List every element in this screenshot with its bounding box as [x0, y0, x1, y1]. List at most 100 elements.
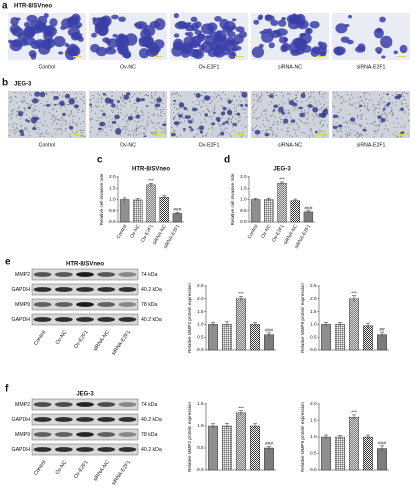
y-tick-label: 0.5: [197, 334, 204, 339]
y-axis-label: Relative cell invasive rate: [99, 173, 104, 225]
band-label: MMP9: [15, 302, 30, 308]
micrograph: [8, 91, 86, 138]
image-label: Ov-E2F1: [199, 142, 220, 148]
blot-band: [33, 287, 52, 292]
bar: [172, 213, 183, 223]
blot-band: [76, 402, 94, 407]
error-bar: [380, 331, 384, 338]
blot-band: [33, 302, 52, 307]
y-tick-label: 1.5: [109, 185, 116, 190]
bar: [363, 436, 373, 471]
error-bar: [253, 322, 257, 327]
blot-band: [97, 447, 116, 452]
y-tick-label: 2.5: [310, 283, 317, 288]
micrograph: [89, 91, 167, 138]
y-tick-label: 1.0: [197, 322, 204, 327]
blot-band: [76, 432, 94, 437]
bar: [349, 298, 359, 351]
blot-band: [54, 417, 73, 422]
lane-label: Control: [33, 459, 48, 476]
significance: ***: [148, 178, 154, 184]
blot-band: [118, 302, 137, 307]
bar: [321, 324, 331, 351]
significance: ##: [379, 327, 385, 333]
image-label: Control: [39, 142, 56, 148]
lane-label: Ov-NC: [55, 459, 69, 476]
y-tick-label: 1.5: [240, 185, 247, 190]
error-bar: [366, 322, 370, 329]
error-bar: [352, 295, 356, 302]
micrograph: [170, 13, 248, 60]
bar: [119, 199, 130, 223]
lane-label: Ov-E2F1: [73, 329, 90, 350]
band-size: 40.2 kDa: [141, 417, 162, 423]
error-bar: [225, 321, 229, 327]
bar: [208, 425, 218, 471]
significance: ###: [304, 206, 312, 212]
error-bar: [211, 423, 215, 429]
panel-label: c: [97, 155, 103, 166]
micrograph: [170, 91, 248, 138]
bar: [335, 324, 345, 351]
blot-band: [118, 402, 137, 407]
blot-band: [118, 447, 137, 452]
image-label: Ov-NC: [120, 64, 136, 70]
y-tick-label: 1.0: [109, 197, 116, 202]
error-bar: [306, 210, 311, 213]
band-label: MMP2: [15, 402, 30, 408]
y-axis-label: Relative MMP2 protein expression: [187, 283, 192, 353]
band-label: GAPDH: [12, 447, 31, 453]
y-tick-label: 2.0: [109, 174, 116, 179]
y-tick-label: 0.0: [310, 467, 317, 472]
significance: ***: [238, 405, 244, 411]
blot-title: JEG-3: [76, 392, 94, 398]
error-bar: [293, 198, 298, 203]
image-label: siRNA-NC: [278, 64, 302, 70]
band-size: 74 kDa: [141, 272, 158, 278]
panel-label: e: [5, 257, 11, 268]
y-tick-label: 0.5: [109, 208, 116, 213]
blot-band: [54, 447, 73, 452]
y-tick-label: 1.0: [310, 434, 317, 439]
error-bar: [380, 445, 384, 452]
micrograph: [251, 13, 329, 60]
y-tick-label: 1.0: [240, 197, 247, 202]
significance: ***: [351, 410, 357, 416]
significance: ###: [378, 441, 386, 447]
band-size: 40.2 kDa: [141, 317, 162, 323]
significance: ***: [279, 177, 285, 183]
y-tick-label: 0.0: [197, 347, 204, 352]
error-bar: [162, 195, 167, 199]
error-bar: [280, 181, 284, 185]
y-tick-label: 1.0: [310, 322, 317, 327]
band-size: 40.2 kDa: [141, 287, 162, 293]
error-bar: [324, 322, 328, 327]
y-tick-label: 1.5: [310, 309, 317, 314]
bar: [146, 184, 156, 223]
y-tick-label: 2.5: [197, 283, 204, 288]
lane-label: Ov-NC: [55, 329, 69, 346]
x-tick-label: Control: [246, 224, 259, 240]
x-tick-label: Ov-NC: [129, 223, 142, 239]
bar: [277, 183, 287, 223]
blot-band: [97, 402, 116, 407]
blot-band: [54, 272, 73, 277]
error-bar: [122, 197, 127, 202]
image-label: siRNA-E2F1: [357, 142, 386, 148]
image-label: siRNA-E2F1: [357, 64, 386, 70]
y-tick-label: 2.0: [197, 296, 204, 301]
error-bar: [135, 198, 140, 202]
bar: [264, 334, 274, 351]
image-label: siRNA-NC: [278, 142, 302, 148]
blot-band: [97, 432, 116, 437]
error-bar: [239, 410, 243, 415]
significance: ***: [238, 291, 244, 297]
y-tick-label: 0.5: [310, 451, 317, 456]
blot-band: [97, 417, 116, 422]
blot-band: [118, 272, 137, 277]
image-label: Control: [39, 64, 56, 70]
band-size: 40.2 kDa: [141, 447, 162, 453]
bar: [250, 199, 261, 223]
blot-band: [54, 287, 73, 292]
band-size: 78 kDa: [141, 302, 158, 308]
